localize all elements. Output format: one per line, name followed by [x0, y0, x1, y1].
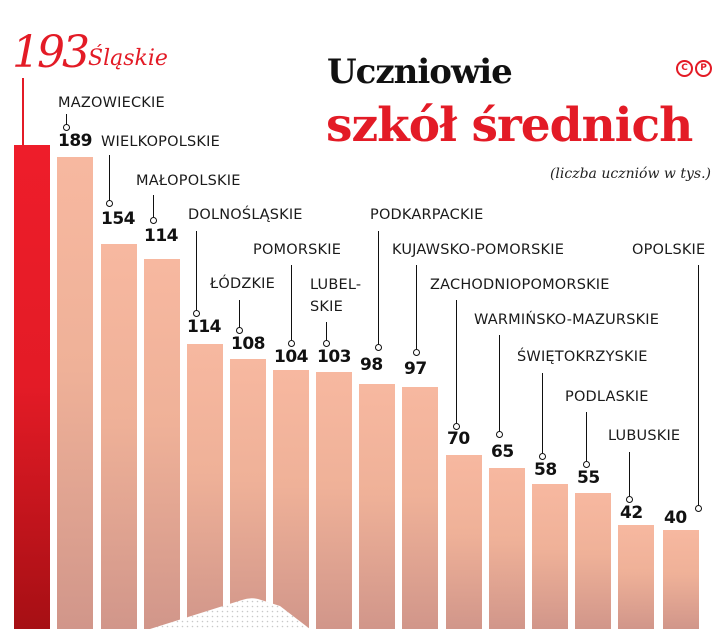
value-lodzkie: 108 — [231, 334, 266, 354]
publisher-logo: C P — [676, 60, 712, 77]
leader-opolskie — [698, 265, 700, 505]
leader-podlaskie — [586, 412, 588, 461]
chart-subtitle: (liczba uczniów w tys.) — [549, 166, 711, 182]
value-mazowieckie: 189 — [58, 131, 93, 151]
chart-title-line1: Uczniowie — [327, 52, 513, 92]
value-podkarpackie: 98 — [360, 355, 383, 375]
leader-dot-icon — [539, 453, 546, 460]
leader-dot-icon — [288, 340, 295, 347]
leader-dot-icon — [583, 461, 590, 468]
value-podlaskie: 55 — [577, 468, 600, 488]
bar-swietokrzyskie — [532, 484, 568, 629]
label-pomorskie: POMORSKIE — [253, 242, 342, 258]
leader-dot-icon — [150, 217, 157, 224]
leader-dot-icon — [236, 327, 243, 334]
highlight-leader-line — [22, 78, 24, 146]
label-podlaskie: PODLASKIE — [565, 389, 649, 405]
value-lubelskie: 103 — [317, 347, 352, 367]
leader-dot-icon — [106, 200, 113, 207]
bar-slaskie — [14, 145, 50, 629]
value-swietokrzyskie: 58 — [534, 460, 557, 480]
label-wielkopolskie: WIELKOPOLSKIE — [101, 134, 220, 150]
value-dolnoslaskie: 114 — [187, 317, 222, 337]
highlight-label: Śląskie — [88, 46, 168, 71]
leader-lodzkie — [239, 300, 241, 328]
value-kujawsko-pomorskie: 97 — [404, 359, 427, 379]
value-pomorskie: 104 — [274, 347, 309, 367]
value-warminsko-mazurskie: 65 — [491, 442, 514, 462]
bar-zachodniopomorskie — [446, 455, 482, 629]
chart-title-line2: szkół średnich — [326, 98, 693, 153]
label-swietokrzyskie: ŚWIĘTOKRZYSKIE — [517, 349, 648, 365]
label-dolnoslaskie: DOLNOŚLĄSKIE — [188, 207, 303, 223]
value-wielkopolskie: 154 — [101, 209, 136, 229]
leader-pomorskie — [291, 265, 293, 340]
leader-dot-icon — [323, 340, 330, 347]
leader-dot-icon — [626, 496, 633, 503]
label-malopolskie: MAŁOPOLSKIE — [136, 173, 241, 189]
bar-kujawsko-pomorskie — [402, 387, 438, 629]
label-lubuskie: LUBUSKIE — [608, 428, 681, 444]
leader-malopolskie — [153, 195, 155, 217]
copyright-c-icon: C — [676, 60, 693, 77]
leader-swietokrzyskie — [542, 373, 544, 453]
leader-zachodniopomorskie — [456, 300, 458, 423]
value-malopolskie: 114 — [144, 226, 179, 246]
leader-dot-icon — [453, 423, 460, 430]
bar-wielkopolskie — [101, 244, 137, 629]
label-opolskie: OPOLSKIE — [632, 242, 706, 258]
bar-dolnoslaskie — [187, 344, 223, 629]
bar-lubelskie — [316, 372, 352, 629]
value-lubuskie: 42 — [620, 503, 643, 523]
label-mazowieckie: MAZOWIECKIE — [58, 95, 165, 111]
leader-mazowieckie — [66, 114, 68, 126]
leader-dot-icon — [413, 349, 420, 356]
bar-opolskie — [663, 530, 699, 629]
leader-lubelskie — [326, 322, 328, 341]
bar-lubuskie — [618, 525, 654, 629]
bar-pomorskie — [273, 370, 309, 629]
value-zachodniopomorskie: 70 — [447, 429, 470, 449]
leader-kujawsko-pomorskie — [416, 265, 418, 349]
leader-warminsko-mazurskie — [499, 335, 501, 431]
label-warminsko-mazurskie: WARMIŃSKO-MAZURSKIE — [474, 312, 660, 328]
label-lubelskie-line2: SKIE — [310, 299, 343, 315]
leader-wielkopolskie — [109, 155, 111, 201]
copyright-p-icon: P — [695, 60, 712, 77]
bar-podkarpackie — [359, 384, 395, 629]
label-lubelskie: LUBEL- — [310, 277, 362, 293]
highlight-value: 193 — [12, 27, 90, 78]
leader-dot-icon — [695, 505, 702, 512]
leader-lubuskie — [629, 452, 631, 496]
leader-dot-icon — [193, 310, 200, 317]
leader-podkarpackie — [378, 231, 380, 344]
label-kujawsko-pomorskie: KUJAWSKO-POMORSKIE — [392, 242, 565, 258]
value-opolskie: 40 — [664, 508, 687, 528]
decorative-dotted-shape — [150, 598, 310, 629]
leader-dot-icon — [375, 344, 382, 351]
bar-podlaskie — [575, 493, 611, 629]
label-podkarpackie: PODKARPACKIE — [370, 207, 484, 223]
bar-lodzkie — [230, 359, 266, 629]
leader-dot-icon — [496, 431, 503, 438]
bar-malopolskie — [144, 259, 180, 629]
label-zachodniopomorskie: ZACHODNIOPOMORSKIE — [430, 277, 610, 293]
bar-warminsko-mazurskie — [489, 468, 525, 629]
label-lodzkie: ŁÓDZKIE — [210, 276, 276, 292]
leader-dot-icon — [63, 124, 70, 131]
leader-dolnoslaskie — [196, 231, 198, 311]
bar-mazowieckie — [57, 157, 93, 629]
